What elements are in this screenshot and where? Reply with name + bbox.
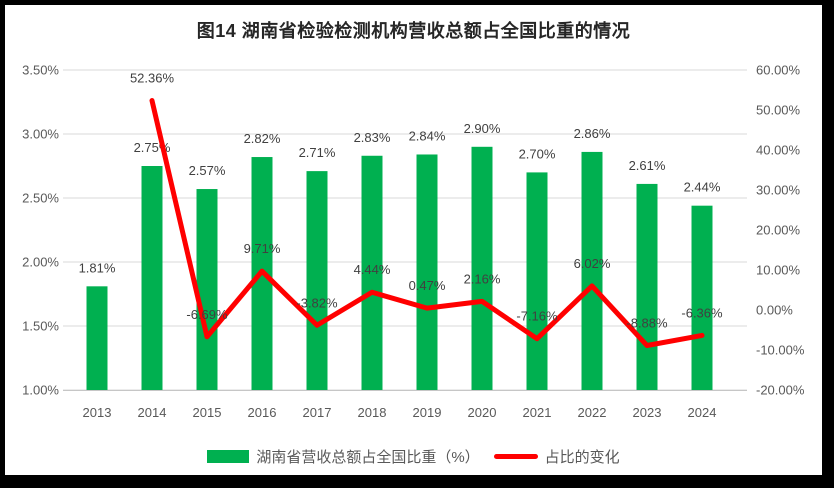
bar-2015: [196, 189, 218, 390]
chart-plot-area: 3.50% 3.00% 2.50% 2.00% 1.50% 1.00% 60.00% 50.0…: [22, 63, 805, 421]
line-data-label-2018: 4.44%: [354, 262, 391, 277]
y-axis-left-tick-label: 2.00%: [22, 255, 59, 270]
legend-item-bar-series: 湖南省营收总额占全国比重（%）: [207, 446, 480, 467]
x-axis-label-2020: 2020: [468, 405, 497, 420]
line-data-label-2015: -6.69%: [186, 307, 228, 322]
x-axis-label-2017: 2017: [303, 405, 332, 420]
bar-2014: [141, 166, 163, 390]
line-data-label-2014: 52.36%: [130, 71, 175, 86]
y-axis-right-tick-label: 50.00%: [756, 103, 801, 118]
bar-series-swatch-icon: [207, 450, 250, 463]
line-data-label-2020: 2.16%: [464, 271, 501, 286]
bar-data-label-2020: 2.90%: [464, 121, 501, 136]
bar-data-label-2024: 2.44%: [684, 180, 721, 195]
trend-line: [149, 98, 705, 349]
bar-2024: [691, 205, 713, 390]
chart-canvas: 图14 湖南省检验检测机构营收总额占全国比重的情况 3.50% 3.00% 2.50…: [5, 5, 822, 475]
bar-2019: [416, 154, 438, 390]
chart-title: 图14 湖南省检验检测机构营收总额占全国比重的情况: [196, 21, 631, 41]
line-data-label-2016: 9.71%: [244, 241, 281, 256]
y-axis-right-tick-label: 10.00%: [756, 263, 801, 278]
line-series-label: 占比的变化: [544, 449, 620, 466]
x-axis-label-2021: 2021: [523, 405, 552, 420]
x-axis-label-2023: 2023: [633, 405, 662, 420]
y-axis-right-tick-label: 30.00%: [756, 183, 801, 198]
chart-legend: 湖南省营收总额占全国比重（%） 占比的变化: [5, 446, 822, 467]
bar-2021: [526, 172, 548, 390]
line-series-swatch-icon: [493, 454, 538, 459]
y-axis-right-tick-label: 20.00%: [756, 223, 801, 238]
bar-data-label-2013: 1.81%: [79, 260, 116, 275]
y-axis-right-tick-label: 0.00%: [756, 303, 793, 318]
bar-2018: [361, 155, 383, 390]
line-data-label-2017: -3.82%: [296, 295, 338, 310]
line-data-label-2019: 0.47%: [409, 278, 446, 293]
bar-2013: [86, 286, 108, 390]
x-axis-label-2022: 2022: [578, 405, 607, 420]
legend-item-line-series: 占比的变化: [493, 446, 620, 467]
x-axis-label-2013: 2013: [83, 405, 112, 420]
bar-data-label-2018: 2.83%: [354, 130, 391, 145]
y-axis-right-tick-label: 60.00%: [756, 63, 801, 78]
y-axis-right-tick-label: -10.00%: [756, 343, 805, 358]
x-axis-label-2016: 2016: [248, 405, 277, 420]
bar-data-label-2022: 2.86%: [574, 126, 611, 141]
x-axis-label-2024: 2024: [688, 405, 717, 420]
bar-2017: [306, 171, 328, 390]
bar-2020: [471, 146, 493, 390]
y-axis-left-tick-label: 2.50%: [22, 191, 59, 206]
bar-2022: [581, 151, 603, 390]
bar-data-label-2019: 2.84%: [409, 128, 446, 143]
line-data-label-2023: -8.88%: [626, 316, 668, 331]
bar-series-label: 湖南省营收总额占全国比重（%）: [256, 449, 480, 466]
y-axis-right-tick-label: 40.00%: [756, 143, 801, 158]
y-axis-left-tick-label: 1.00%: [22, 383, 59, 398]
x-axis-label-2019: 2019: [413, 405, 442, 420]
x-axis-label-2018: 2018: [358, 405, 387, 420]
line-data-label-2021: -7.16%: [516, 309, 558, 324]
bar-data-label-2017: 2.71%: [299, 145, 336, 160]
x-axis-label-2014: 2014: [138, 405, 167, 420]
bar-data-label-2016: 2.82%: [244, 131, 281, 146]
y-axis-right-tick-label: -20.00%: [756, 383, 805, 398]
line-data-label-2024: -6.36%: [681, 305, 723, 320]
bar-data-label-2021: 2.70%: [519, 146, 556, 161]
line-data-label-2022: 6.02%: [574, 256, 611, 271]
y-axis-left-tick-label: 3.00%: [22, 127, 59, 142]
y-axis-left-tick-label: 1.50%: [22, 319, 59, 334]
bar-data-label-2023: 2.61%: [629, 158, 666, 173]
x-axis-label-2015: 2015: [193, 405, 222, 420]
y-axis-left-tick-label: 3.50%: [22, 63, 59, 78]
bar-data-label-2015: 2.57%: [189, 163, 226, 178]
bar-2023: [636, 183, 658, 390]
